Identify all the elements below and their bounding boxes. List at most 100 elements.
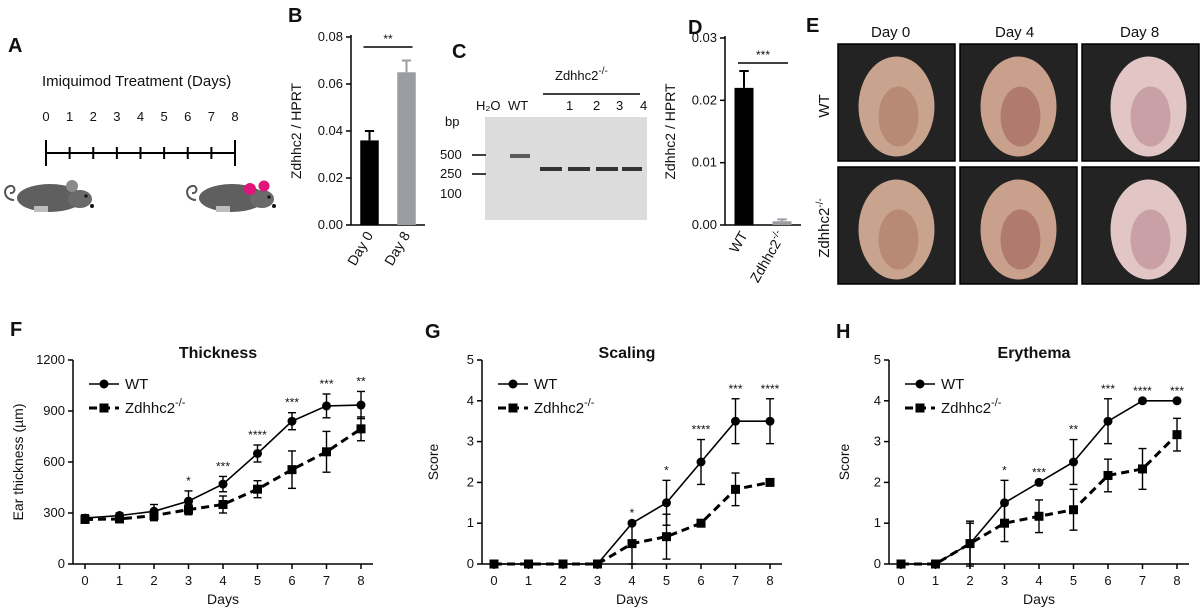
x-tick-label-3: 3 [185, 573, 192, 588]
bar-Zdhhc2-/- [772, 221, 792, 225]
significance-day-5: ** [1069, 423, 1079, 437]
series-ko-point-0 [80, 514, 90, 524]
timeline-day-3: 3 [113, 109, 120, 124]
series-ko-point-4 [1034, 511, 1044, 521]
timeline-day-1: 1 [66, 109, 73, 124]
panel-f-chart: F Thickness 0 300 600 900 1200 0 1 2 3 4 5 6 7 8 Days Ear… [10, 319, 373, 607]
legend-wt-marker [99, 379, 109, 389]
series-wt-point-8 [765, 416, 775, 426]
chart-title: Thickness [179, 345, 257, 362]
y-tick-label-4: 4 [874, 393, 881, 408]
photo-tile-r2-c3-ear-inner [1130, 209, 1171, 270]
significance-day-8: ** [356, 374, 366, 388]
lane-2-label: 2 [593, 98, 600, 113]
y-tick-label-1200: 1200 [36, 352, 65, 367]
significance-label: *** [756, 48, 770, 62]
legend-ko-label: Zdhhc2-/- [125, 397, 186, 417]
legend-ko-marker [508, 403, 518, 413]
x-tick-label-5: 5 [663, 573, 670, 588]
timeline-day-0: 0 [42, 109, 49, 124]
x-tick-label-8: 8 [1173, 573, 1180, 588]
legend: WT Zdhhc2-/- [905, 376, 1002, 417]
lane-1-label: 1 [566, 98, 573, 113]
x-axis-label: Days [207, 591, 239, 607]
timeline-day-2: 2 [90, 109, 97, 124]
x-tick-label-6: 6 [288, 573, 295, 588]
significance-day-6: **** [692, 423, 711, 437]
series-ko-point-5 [253, 484, 262, 494]
series-ko-point-1 [115, 514, 124, 524]
timeline-day-6: 6 [184, 109, 191, 124]
panel-g-letter: G [425, 321, 441, 343]
lane-wt-label: WT [508, 98, 528, 113]
x-axis-label: Days [1023, 591, 1055, 607]
marker-500-label: 500 [440, 147, 462, 162]
timeline-day-4: 4 [137, 109, 144, 124]
panel-b-letter: B [288, 5, 302, 27]
legend-ko-marker [915, 403, 925, 413]
series-ko-point-1 [931, 559, 940, 569]
legend-ko-label-sup: -/- [991, 397, 1002, 409]
photo-col-day0: Day 0 [871, 24, 910, 41]
x-tick-label-7: 7 [732, 573, 739, 588]
lane-h2o-label: H₂O [476, 98, 501, 113]
y-tick-label-5: 5 [874, 352, 881, 367]
legend-ko-marker [99, 403, 109, 413]
panel-d-letter: D [688, 17, 702, 39]
y-tick-label-0.04: 0.04 [318, 123, 343, 138]
series-ko-point-3 [593, 559, 602, 569]
legend-wt-marker [508, 379, 518, 389]
series-ko-point-4 [627, 539, 637, 549]
gel-bp-label: bp [445, 114, 459, 129]
chart-title: Scaling [599, 345, 656, 362]
y-axis-label: Score [425, 444, 441, 481]
panel-h-letter: H [836, 321, 850, 343]
panel-e-letter: E [806, 15, 819, 37]
x-tick-label-7: 7 [1139, 573, 1146, 588]
photo-tile-r1-c3-ear-inner [1130, 86, 1171, 147]
panel-e: E Day 0 Day 4 Day 8 WT Zdhhc2-/- [806, 15, 1200, 285]
series-ko-point-3 [184, 505, 193, 515]
y-axis-label: Score [836, 444, 852, 481]
photo-tile-r2-c1-ear-inner [878, 209, 919, 270]
significance-day-7: **** [1133, 384, 1152, 398]
timeline-day-5: 5 [161, 109, 168, 124]
y-tick-label-0.01: 0.01 [692, 155, 717, 170]
x-tick-label-3: 3 [1001, 573, 1008, 588]
series-wt-point-5 [662, 498, 671, 508]
legend-ko-label: Zdhhc2-/- [534, 397, 595, 417]
series-ko-point-8 [765, 477, 775, 487]
x-tick-label-2: 2 [150, 573, 157, 588]
significance-day-4: *** [1032, 465, 1046, 479]
bar-Day 0 [360, 140, 379, 225]
gel-band-ko1 [540, 167, 562, 171]
legend-ko-label-sup: -/- [175, 397, 186, 409]
series-wt-point-6 [696, 457, 706, 467]
y-tick-label-0: 0 [467, 556, 474, 571]
x-tick-label-4: 4 [219, 573, 226, 588]
x-tick-label-Day 0: Day 0 [344, 228, 376, 268]
significance-day-7: *** [728, 382, 742, 396]
photo-col-day4: Day 4 [995, 24, 1034, 41]
x-tick-label-0: 0 [81, 573, 88, 588]
x-tick-label-5: 5 [1070, 573, 1077, 588]
series-ko-point-3 [1000, 518, 1009, 528]
mouse-icon-day8 [186, 180, 276, 212]
series-wt-point-6 [1103, 416, 1113, 426]
series-wt-point-7 [1138, 396, 1147, 406]
significance-label: ** [383, 32, 393, 46]
panel-f-letter: F [10, 319, 22, 341]
ko-group-label: Zdhhc2-/- [555, 66, 608, 83]
y-tick-label-0.08: 0.08 [318, 29, 343, 44]
y-tick-label-0.06: 0.06 [318, 76, 343, 91]
significance-day-7: *** [319, 377, 333, 391]
y-tick-label-0.02: 0.02 [692, 92, 717, 107]
y-tick-label-0.00: 0.00 [692, 217, 717, 232]
marker-250-label: 250 [440, 166, 462, 181]
series-wt-point-8 [356, 400, 366, 410]
panel-c-letter: C [452, 41, 466, 63]
x-tick-label-Day 8: Day 8 [381, 228, 413, 268]
